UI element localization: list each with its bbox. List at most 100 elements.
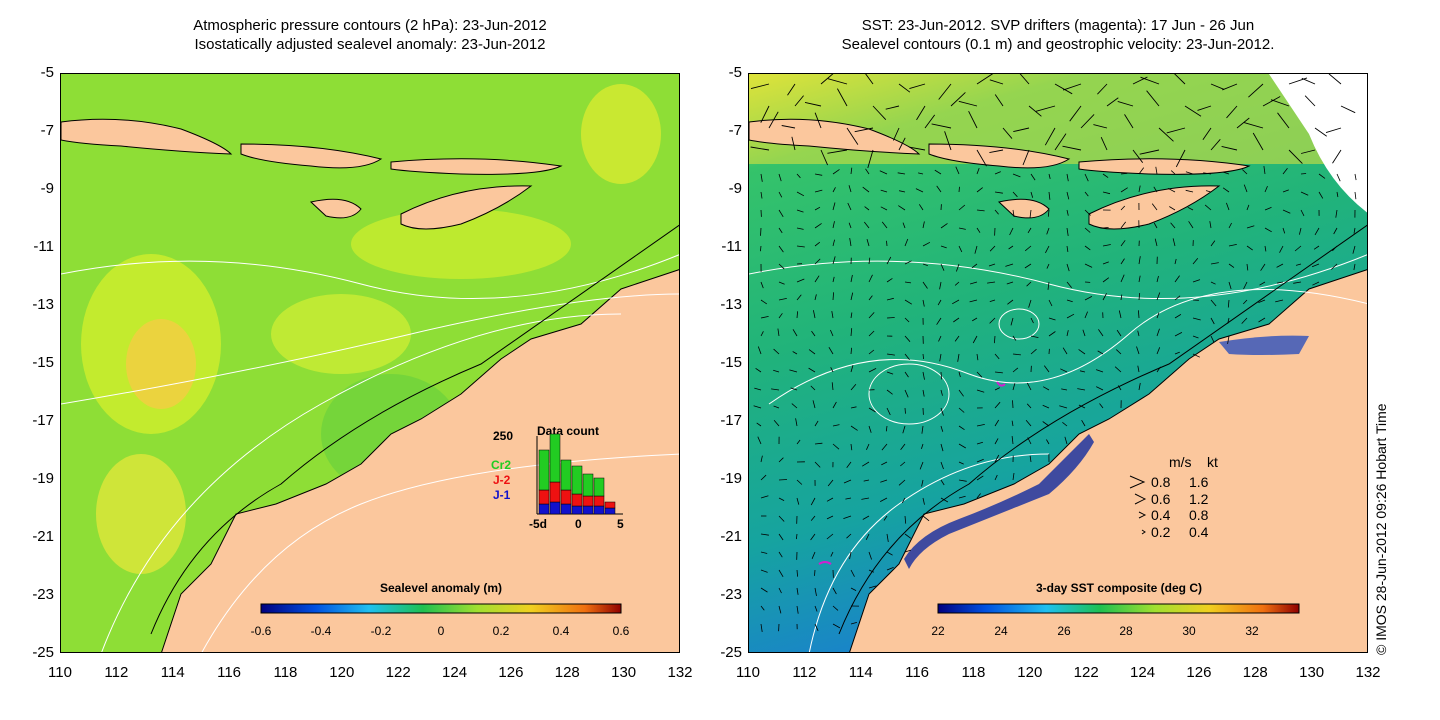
velocity-arrow bbox=[940, 223, 948, 229]
velocity-arrow bbox=[897, 172, 906, 175]
velocity-arrow bbox=[812, 400, 816, 409]
velocity-arrow bbox=[814, 112, 822, 129]
velocity-arrow bbox=[1002, 127, 1013, 139]
velocity-arrow bbox=[1005, 263, 1014, 267]
velocity-arrow bbox=[958, 227, 966, 230]
velocity-arrow bbox=[954, 335, 960, 342]
velocity-arrow bbox=[778, 191, 783, 198]
velocity-arrow bbox=[760, 173, 763, 182]
velocity-arrow bbox=[1132, 149, 1144, 163]
velocity-arrow bbox=[1174, 74, 1186, 85]
velocity-arrow bbox=[880, 479, 888, 483]
velocity-arrow bbox=[915, 188, 924, 193]
velocity-arrow bbox=[976, 441, 984, 445]
velocity-arrow bbox=[1120, 221, 1127, 229]
velocity-arrow bbox=[1066, 191, 1070, 200]
velocity-arrow bbox=[900, 443, 906, 451]
velocity-arrow bbox=[1300, 173, 1307, 175]
velocity-legend-ms: 0.6 bbox=[1151, 491, 1171, 507]
velocity-arrow bbox=[1102, 191, 1111, 195]
velocity-arrow bbox=[922, 371, 925, 380]
lon-tick-label: 120 bbox=[329, 664, 355, 681]
velocity-arrow bbox=[1246, 225, 1255, 229]
velocity-arrow bbox=[778, 587, 782, 594]
velocity-arrow bbox=[843, 515, 852, 519]
velocity-arrow bbox=[989, 299, 996, 302]
inset-xtick-start: -5d bbox=[529, 517, 547, 531]
velocity-arrow bbox=[808, 367, 816, 373]
inset-bar-segment bbox=[604, 501, 616, 509]
velocity-arrow bbox=[796, 294, 802, 301]
velocity-arrow bbox=[1029, 455, 1032, 463]
velocity-arrow bbox=[1332, 149, 1342, 164]
velocity-arrow bbox=[1293, 281, 1302, 284]
velocity-arrow bbox=[850, 569, 855, 577]
inset-bar-segment bbox=[571, 493, 583, 507]
velocity-arrow bbox=[919, 461, 924, 470]
velocity-arrow bbox=[830, 551, 834, 557]
velocity-arrow bbox=[958, 186, 960, 193]
island-java bbox=[61, 118, 233, 155]
velocity-arrow bbox=[1069, 105, 1082, 122]
island-flores bbox=[390, 158, 563, 175]
pressure-contour bbox=[61, 293, 679, 405]
sst-map-svg: m/s kt 0.8 1.6 0.6 1.2 0.4 0.8 0.2 0.4 3… bbox=[749, 74, 1367, 652]
lon-tick-label: 126 bbox=[1186, 664, 1212, 681]
velocity-arrow bbox=[826, 533, 834, 540]
inset-ymax-label: 250 bbox=[493, 429, 513, 443]
velocity-arrow bbox=[938, 83, 952, 100]
velocity-arrow bbox=[1203, 172, 1212, 175]
velocity-arrow bbox=[814, 223, 822, 229]
velocity-arrow bbox=[1243, 122, 1264, 129]
velocity-arrow bbox=[750, 83, 770, 90]
lon-tick-label: 114 bbox=[160, 664, 185, 681]
velocity-arrow bbox=[760, 533, 769, 536]
velocity-arrow bbox=[898, 137, 906, 151]
velocity-arrow bbox=[760, 316, 769, 319]
velocity-arrow bbox=[1025, 419, 1032, 427]
velocity-arrow bbox=[918, 172, 924, 175]
anomaly-blob bbox=[271, 294, 411, 374]
lon-tick-label: 128 bbox=[1242, 664, 1268, 681]
velocity-arrow bbox=[1066, 313, 1075, 319]
velocity-arrow bbox=[863, 221, 870, 229]
velocity-arrow bbox=[843, 479, 852, 484]
velocity-arrow bbox=[1066, 209, 1069, 216]
velocity-arrow bbox=[1295, 263, 1302, 266]
velocity-arrow bbox=[1012, 173, 1021, 178]
velocity-arrow bbox=[848, 222, 852, 229]
lon-tick-label: 120 bbox=[1017, 664, 1043, 681]
velocity-arrow bbox=[1047, 281, 1050, 290]
velocity-arrow bbox=[1192, 335, 1199, 339]
velocity-arrow bbox=[904, 317, 910, 323]
lat-tick-label: -19 bbox=[32, 470, 54, 487]
velocity-arrow bbox=[1019, 74, 1030, 85]
velocity-arrow bbox=[994, 209, 999, 215]
velocity-arrow bbox=[1222, 83, 1238, 91]
imos-credit: © IMOS 28-Jun-2012 09:26 Hobart Time bbox=[1373, 403, 1389, 655]
velocity-arrow bbox=[1236, 117, 1250, 129]
velocity-legend-kt: 0.8 bbox=[1189, 507, 1209, 523]
velocity-arrow bbox=[1248, 83, 1264, 98]
velocity-arrow bbox=[976, 371, 983, 378]
velocity-arrow bbox=[1210, 317, 1215, 325]
velocity-arrow bbox=[778, 533, 784, 541]
velocity-arrow bbox=[1099, 403, 1104, 409]
velocity-arrow bbox=[1340, 105, 1356, 114]
velocity-arrow bbox=[958, 407, 965, 413]
velocity-arrow bbox=[957, 353, 960, 362]
velocity-arrow bbox=[900, 461, 906, 467]
velocity-arrow bbox=[1282, 227, 1286, 234]
sst-tick: 22 bbox=[931, 624, 945, 638]
velocity-arrow bbox=[1118, 310, 1122, 319]
velocity-arrow bbox=[1084, 191, 1089, 197]
velocity-arrow bbox=[954, 281, 960, 286]
velocity-arrow bbox=[865, 74, 874, 85]
velocity-arrow bbox=[760, 455, 763, 463]
velocity-arrow bbox=[1048, 331, 1056, 337]
velocity-arrow bbox=[1246, 245, 1253, 251]
velocity-arrow bbox=[1282, 168, 1288, 175]
velocity-arrow bbox=[1325, 127, 1342, 134]
velocity-arrow bbox=[901, 497, 906, 504]
velocity-arrow bbox=[778, 605, 782, 614]
